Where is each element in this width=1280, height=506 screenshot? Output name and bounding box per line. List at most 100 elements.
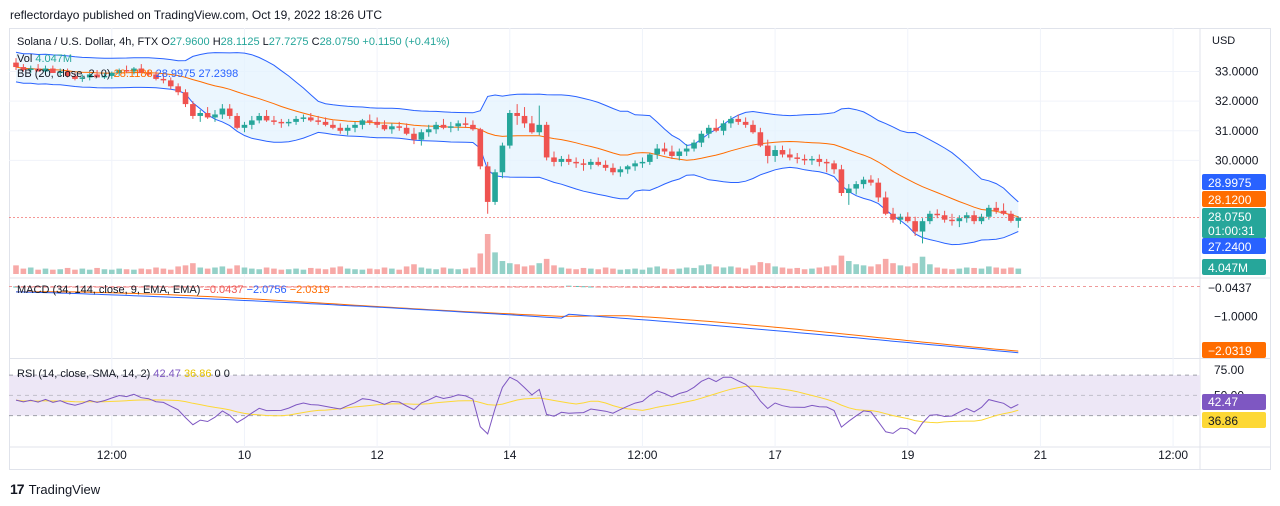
volume-bar: [249, 268, 255, 274]
volume-bar: [565, 268, 572, 274]
price-tag-bb-upper-bg: [1202, 174, 1266, 190]
volume-bar: [735, 267, 742, 274]
macd-histogram-bar: [315, 286, 321, 288]
volume-bar: [322, 269, 329, 274]
macd-histogram-bar: [705, 286, 712, 288]
volume-bar: [27, 267, 34, 274]
volume-bar: [448, 268, 454, 274]
macd-histogram-bar: [772, 286, 778, 288]
candle-body: [1015, 217, 1022, 221]
footer-brand[interactable]: 17 TradingView: [10, 481, 100, 497]
candle-body: [145, 72, 152, 75]
candle-body: [204, 112, 211, 118]
volume-bar: [212, 267, 218, 274]
volume-bar: [263, 267, 270, 274]
macd-histogram-bar: [683, 286, 690, 288]
volume-bar: [794, 267, 801, 274]
macd-histogram-bar: [787, 286, 793, 288]
volume-bar: [241, 267, 248, 274]
candle-body: [897, 216, 904, 220]
macd-histogram-bar: [720, 286, 727, 288]
candle-body: [890, 213, 896, 220]
volume-bar: [35, 269, 41, 274]
candle-body: [241, 124, 248, 128]
volume-bar: [558, 267, 565, 274]
volume-bar: [381, 267, 388, 274]
price-axis-tick: 33.0000: [1215, 64, 1259, 78]
volume-bar: [1000, 268, 1007, 274]
volume-bar: [875, 264, 882, 274]
macd-histogram-bar: [831, 286, 837, 288]
candle-body: [654, 148, 660, 155]
candle-body: [293, 118, 299, 122]
macd-tag-hist: −0.0437: [1208, 281, 1252, 295]
macd-histogram-bar: [352, 286, 358, 288]
candle-body: [433, 124, 439, 130]
macd-histogram-bar: [904, 286, 911, 288]
publisher-line: reflectordayo published on TradingView.c…: [10, 8, 382, 22]
candle-body: [344, 127, 351, 131]
volume-bar: [160, 268, 167, 274]
volume-bar: [904, 266, 911, 274]
candle-body: [801, 158, 808, 161]
volume-bar: [514, 264, 520, 274]
volume-bar: [42, 268, 49, 274]
macd-histogram-bar: [1000, 286, 1007, 288]
macd-tag-signal: −2.0319: [1208, 344, 1252, 358]
volume-bar: [764, 263, 771, 274]
macd-histogram-bar: [941, 286, 948, 288]
volume-bar: [484, 234, 491, 274]
volume-bar: [190, 263, 196, 274]
macd-histogram-bar: [823, 286, 830, 288]
candle-body: [816, 158, 823, 162]
candle-body: [484, 166, 491, 202]
volume-bar: [455, 269, 461, 274]
price-tag-bb-lower: 27.2400: [1208, 240, 1252, 254]
candle-body: [418, 132, 425, 140]
macd-histogram-bar: [293, 286, 299, 288]
candle-body: [949, 219, 955, 222]
macd-histogram-bar: [131, 286, 137, 288]
volume-bar: [536, 263, 543, 274]
volume-bar: [934, 267, 941, 274]
candle-body: [256, 115, 263, 121]
volume-bar: [344, 268, 351, 274]
volume-bar: [153, 267, 159, 274]
candle-body: [956, 218, 963, 222]
macd-histogram-bar: [153, 286, 159, 288]
candle-body: [941, 215, 948, 220]
macd-histogram-bar: [448, 286, 454, 288]
volume-bar: [705, 264, 712, 274]
volume-bar: [366, 268, 373, 274]
volume-bar: [897, 265, 904, 274]
candle-body: [300, 117, 307, 119]
macd-histogram-bar: [846, 286, 852, 288]
candle-body: [728, 118, 734, 124]
volume-bar: [411, 264, 417, 274]
candle-body: [86, 74, 93, 78]
volume-bar: [477, 253, 484, 274]
macd-histogram-bar: [551, 286, 557, 288]
volume-bar: [971, 267, 977, 274]
volume-bar: [440, 267, 447, 274]
macd-signal-line: [16, 291, 1019, 352]
candle-body: [234, 115, 240, 128]
macd-histogram-bar: [64, 286, 71, 288]
candle-body: [565, 158, 572, 162]
volume-bar: [131, 269, 137, 274]
time-axis-label: 12:00: [1158, 448, 1188, 462]
macd-histogram-bar: [868, 286, 874, 288]
candle-body: [529, 123, 535, 133]
volume-bar: [506, 263, 513, 274]
macd-histogram-bar: [698, 286, 705, 288]
macd-histogram-bar: [197, 286, 204, 288]
volume-bar: [101, 269, 108, 274]
volume-bar: [624, 269, 631, 274]
price-tag-bb-basis: 28.1200: [1208, 193, 1252, 207]
macd-histogram-bar: [425, 286, 432, 288]
candle-body: [904, 216, 911, 222]
volume-bar: [337, 266, 344, 274]
candle-body: [536, 124, 543, 133]
macd-histogram-bar: [1008, 286, 1014, 288]
tradingview-chart[interactable]: −1.000075.0050.00USD33.000032.000031.000…: [9, 28, 1271, 470]
